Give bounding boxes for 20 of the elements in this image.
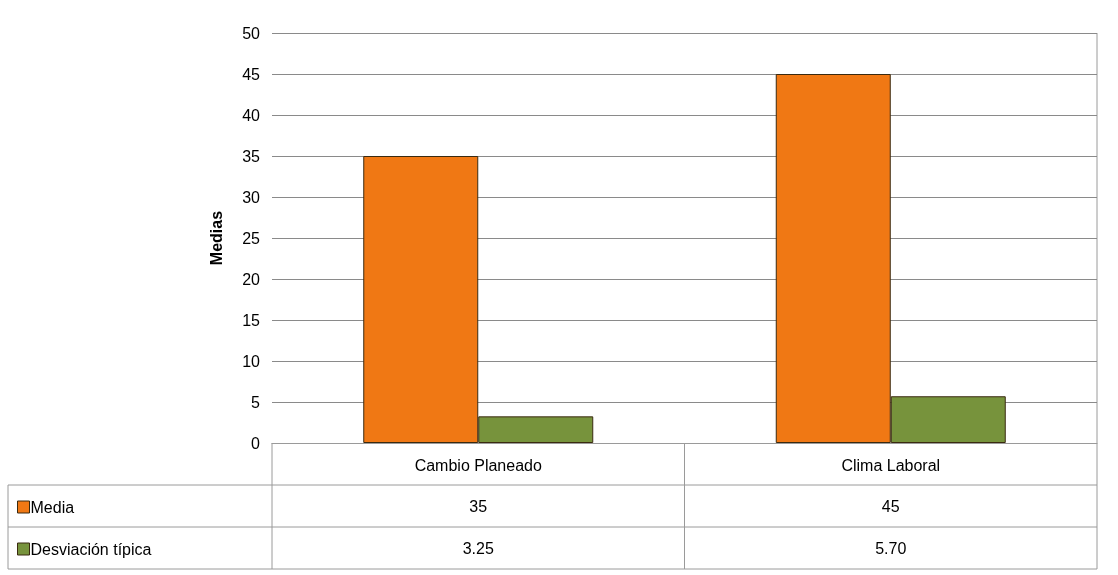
y-tick-label: 45 <box>242 65 261 83</box>
y-tick-label: 20 <box>242 270 261 288</box>
data-label: 3.25 <box>462 539 494 557</box>
y-tick-label: 10 <box>242 352 261 370</box>
y-tick-label: 40 <box>242 106 261 124</box>
y-tick-label: 0 <box>251 434 261 452</box>
data-label: 35 <box>469 497 488 515</box>
y-axis-title: Medias <box>207 210 225 266</box>
y-tick-label: 50 <box>242 24 261 42</box>
y-tick-label: 30 <box>242 188 261 206</box>
legend-label: Desviación típica <box>30 540 152 558</box>
y-tick-label: 5 <box>251 393 261 411</box>
y-tick-label: 25 <box>242 229 261 247</box>
x-tick-label: Cambio Planeado <box>414 456 542 474</box>
data-label: 45 <box>881 497 900 515</box>
y-tick-label: 15 <box>242 311 261 329</box>
x-tick-label: Clima Laboral <box>841 456 941 474</box>
data-label: 5.70 <box>875 539 907 557</box>
y-tick-label: 35 <box>242 147 261 165</box>
legend-label: Media <box>30 498 75 516</box>
